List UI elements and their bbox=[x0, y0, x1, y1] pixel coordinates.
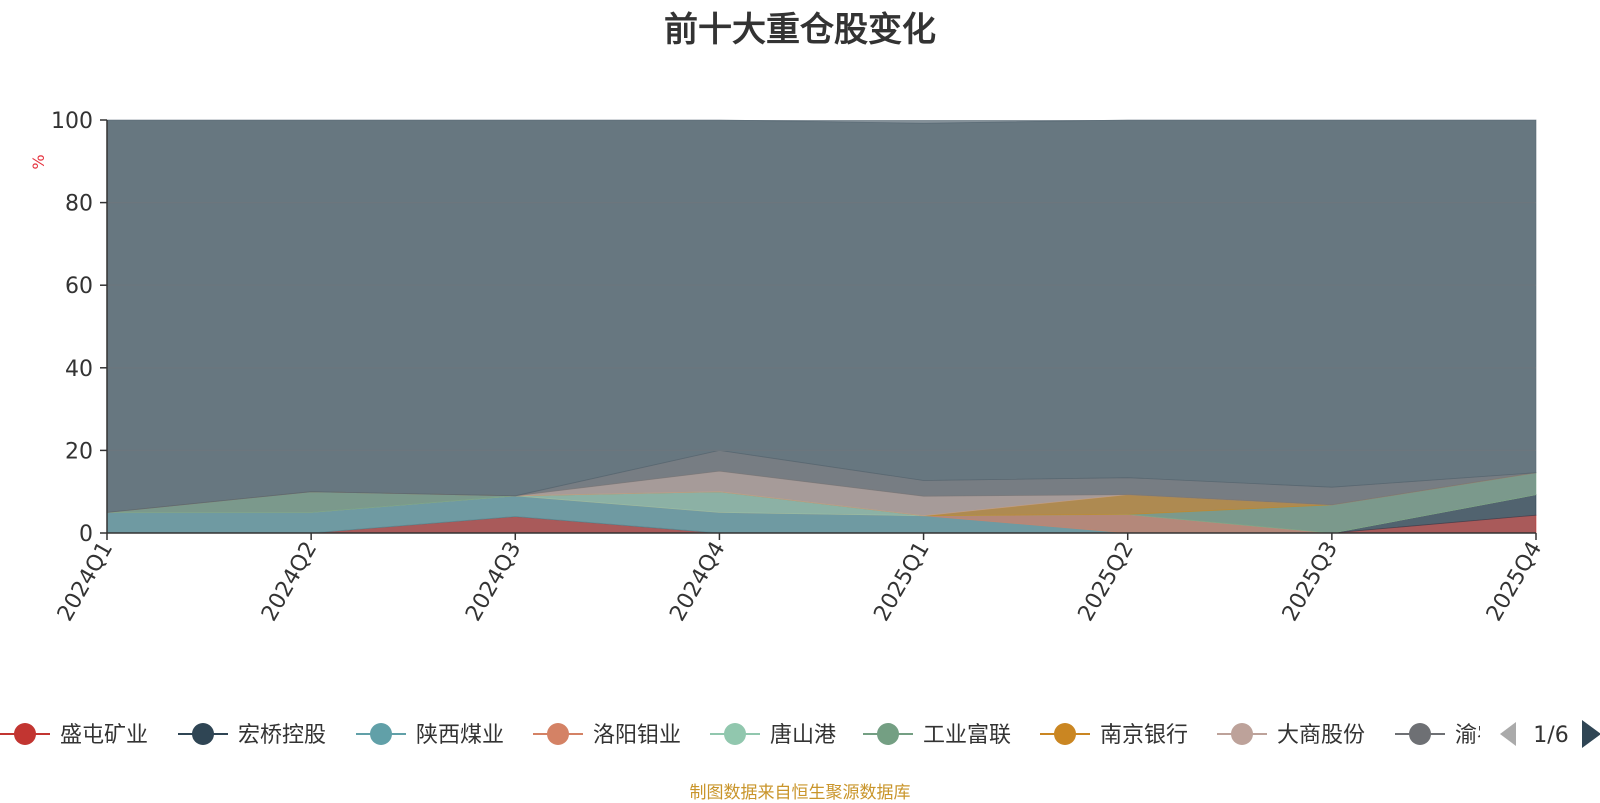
legend-marker bbox=[1231, 723, 1253, 745]
y-tick-label: 100 bbox=[51, 109, 93, 134]
source-note: 制图数据来自恒生聚源数据库 bbox=[689, 783, 911, 803]
legend-item[interactable]: 陕西煤业 bbox=[356, 723, 504, 748]
legend-item[interactable]: 南京银行 bbox=[1040, 723, 1188, 748]
y-unit-label: % bbox=[29, 154, 48, 169]
legend-label: 工业富联 bbox=[923, 723, 1011, 748]
legend-label: 大商股份 bbox=[1277, 723, 1365, 748]
legend-items: 盛屯矿业 宏桥控股 陕西煤业 洛阳钼业 唐山港 工业富联 南京银行 大商股份 渝农商行 bbox=[0, 723, 1543, 748]
legend-marker bbox=[14, 723, 36, 745]
x-tick-label: 2025Q2 bbox=[1074, 538, 1139, 626]
series-area-9 bbox=[106, 119, 1537, 513]
legend-pager: 1/6 bbox=[1500, 720, 1600, 748]
x-tick-label: 2024Q3 bbox=[461, 538, 526, 626]
y-tick-label: 80 bbox=[65, 192, 93, 217]
legend-label: 唐山港 bbox=[770, 723, 836, 748]
legend-label: 渝农商行 bbox=[1455, 723, 1543, 748]
legend-marker bbox=[1409, 723, 1431, 745]
y-tick-label: 20 bbox=[65, 439, 93, 464]
legend-label: 盛屯矿业 bbox=[60, 723, 148, 748]
legend-item[interactable]: 唐山港 bbox=[710, 723, 836, 748]
legend-item[interactable]: 盛屯矿业 bbox=[0, 723, 148, 748]
legend-marker bbox=[547, 723, 569, 745]
y-tick-label: 0 bbox=[79, 522, 93, 547]
legend-marker bbox=[1054, 723, 1076, 745]
x-tick-label: 2024Q4 bbox=[665, 538, 730, 626]
prev-page-icon[interactable] bbox=[1500, 722, 1516, 746]
x-tick-label: 2025Q3 bbox=[1278, 538, 1343, 626]
legend-marker bbox=[192, 723, 214, 745]
legend-marker bbox=[724, 723, 746, 745]
legend-item[interactable]: 宏桥控股 bbox=[178, 723, 326, 748]
legend-item[interactable]: 工业富联 bbox=[863, 723, 1011, 748]
x-tick-label: 2024Q2 bbox=[257, 538, 322, 626]
legend-label: 陕西煤业 bbox=[416, 723, 504, 748]
x-tick-label: 2025Q1 bbox=[869, 538, 934, 626]
legend-label: 南京银行 bbox=[1100, 723, 1188, 748]
legend-label: 洛阳钼业 bbox=[593, 723, 681, 748]
chart-title: 前十大重仓股变化 bbox=[664, 10, 936, 50]
legend-item[interactable]: 大商股份 bbox=[1217, 723, 1365, 748]
legend-label: 宏桥控股 bbox=[238, 723, 326, 748]
y-tick-label: 60 bbox=[65, 274, 93, 299]
next-page-icon[interactable] bbox=[1582, 720, 1600, 748]
y-tick-label: 40 bbox=[65, 357, 93, 382]
legend-marker bbox=[370, 723, 392, 745]
legend-page-indicator: 1/6 bbox=[1533, 723, 1568, 748]
legend-marker bbox=[877, 723, 899, 745]
x-tick-label: 2025Q4 bbox=[1482, 538, 1547, 626]
legend-item[interactable]: 洛阳钼业 bbox=[533, 723, 681, 748]
legend-item[interactable]: 渝农商行 bbox=[1395, 723, 1543, 748]
x-tick-label: 2024Q1 bbox=[53, 538, 118, 626]
